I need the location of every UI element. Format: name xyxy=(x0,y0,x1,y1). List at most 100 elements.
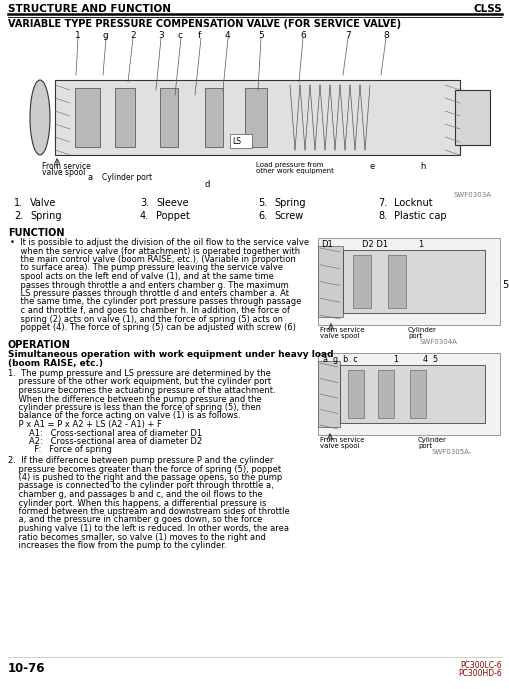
Text: STRUCTURE AND FUNCTION: STRUCTURE AND FUNCTION xyxy=(8,4,171,14)
Text: When the difference between the pump pressure and the: When the difference between the pump pre… xyxy=(8,395,261,404)
Text: A1:   Cross-sectional area of diameter D1: A1: Cross-sectional area of diameter D1 xyxy=(8,429,202,438)
Text: Spring: Spring xyxy=(30,211,62,221)
Text: valve spool: valve spool xyxy=(319,443,359,449)
Text: PC300LC-6: PC300LC-6 xyxy=(460,661,501,670)
Text: Cylinder: Cylinder xyxy=(417,437,446,443)
Text: 3.: 3. xyxy=(140,198,149,208)
Text: 10-76: 10-76 xyxy=(8,662,45,675)
Text: SWF0304A: SWF0304A xyxy=(419,339,457,345)
Bar xyxy=(230,134,251,148)
Text: c and throttle f, and goes to chamber h. In addition, the force of: c and throttle f, and goes to chamber h.… xyxy=(10,306,290,315)
Bar xyxy=(55,80,459,155)
Text: f: f xyxy=(197,31,201,40)
Text: valve spool: valve spool xyxy=(319,333,359,339)
Text: Sleeve: Sleeve xyxy=(156,198,188,208)
Text: SWF0303A: SWF0303A xyxy=(453,192,491,198)
Bar xyxy=(160,88,178,147)
Bar xyxy=(409,370,425,418)
Text: P x A1 = P x A2 + LS (A2 - A1) + F: P x A1 = P x A2 + LS (A2 - A1) + F xyxy=(8,420,161,429)
Text: passes through throttle a and enters chamber g. The maximum: passes through throttle a and enters cha… xyxy=(10,280,288,289)
Text: the same time, the cylinder port pressure passes through passage: the same time, the cylinder port pressur… xyxy=(10,298,301,307)
Bar xyxy=(454,90,489,145)
Text: cylinder port. When this happens, a differential pressure is: cylinder port. When this happens, a diff… xyxy=(8,499,266,508)
Text: formed between the upstream and downstream sides of throttle: formed between the upstream and downstre… xyxy=(8,507,289,516)
Text: g: g xyxy=(103,31,108,40)
Text: spring (2) acts on valve (1), and the force of spring (5) acts on: spring (2) acts on valve (1), and the fo… xyxy=(10,314,282,324)
Text: Simultaneous operation with work equipment under heavy load: Simultaneous operation with work equipme… xyxy=(8,350,333,359)
Text: LS pressure passes through throttle d and enters chamber a. At: LS pressure passes through throttle d an… xyxy=(10,289,289,298)
Text: d: d xyxy=(205,180,210,189)
Text: 1.  The pump pressure and LS pressure are determined by the: 1. The pump pressure and LS pressure are… xyxy=(8,369,270,378)
Text: balance of the force acting on valve (1) is as follows.: balance of the force acting on valve (1)… xyxy=(8,411,240,420)
Text: a, and the pressure in chamber g goes down, so the force: a, and the pressure in chamber g goes do… xyxy=(8,515,262,524)
Text: other work equipment: other work equipment xyxy=(256,168,333,174)
Text: pressure becomes greater than the force of spring (5), poppet: pressure becomes greater than the force … xyxy=(8,464,280,473)
Text: •  It is possible to adjust the division of the oil flow to the service valve: • It is possible to adjust the division … xyxy=(10,238,308,247)
Bar xyxy=(343,250,484,313)
Text: From service: From service xyxy=(319,437,364,443)
Text: 3: 3 xyxy=(158,31,163,40)
Text: Valve: Valve xyxy=(30,198,56,208)
Bar xyxy=(318,353,499,435)
Text: From service: From service xyxy=(319,327,364,333)
Text: D2 D1: D2 D1 xyxy=(361,240,387,249)
Text: 8: 8 xyxy=(382,31,388,40)
Text: Plastic cap: Plastic cap xyxy=(393,211,446,221)
Text: valve spool: valve spool xyxy=(42,168,85,177)
Text: 5: 5 xyxy=(501,280,507,290)
Text: LS: LS xyxy=(232,137,241,146)
Bar xyxy=(244,88,267,147)
Text: 7.: 7. xyxy=(377,198,386,208)
Text: 4  5: 4 5 xyxy=(422,355,437,364)
Text: ratio becomes smaller, so valve (1) moves to the right and: ratio becomes smaller, so valve (1) move… xyxy=(8,533,265,542)
Text: 1.: 1. xyxy=(14,198,23,208)
Text: cylinder pressure is less than the force of spring (5), then: cylinder pressure is less than the force… xyxy=(8,403,261,412)
Text: 6: 6 xyxy=(299,31,305,40)
Text: Spring: Spring xyxy=(273,198,305,208)
Text: Load pressure from: Load pressure from xyxy=(256,162,323,168)
Text: PC300HD-6: PC300HD-6 xyxy=(458,669,501,678)
Text: the main control valve (boom RAISE, etc.). (Variable in proportion: the main control valve (boom RAISE, etc.… xyxy=(10,255,295,264)
Ellipse shape xyxy=(30,80,50,155)
Text: pressure becomes the actuating pressure of the attachment.: pressure becomes the actuating pressure … xyxy=(8,386,275,395)
Text: 4: 4 xyxy=(224,31,230,40)
Text: Poppet: Poppet xyxy=(156,211,189,221)
Bar xyxy=(352,255,370,308)
Text: Locknut: Locknut xyxy=(393,198,432,208)
Text: 2: 2 xyxy=(130,31,135,40)
Text: 5.: 5. xyxy=(258,198,267,208)
Text: SWF0305A-: SWF0305A- xyxy=(431,449,471,455)
Text: 8.: 8. xyxy=(377,211,386,221)
Text: 6.: 6. xyxy=(258,211,267,221)
Text: 1: 1 xyxy=(417,240,422,249)
Text: F:   Force of spring: F: Force of spring xyxy=(8,446,111,455)
Bar xyxy=(377,370,393,418)
Text: e: e xyxy=(369,162,375,171)
Text: spool acts on the left end of valve (1), and at the same time: spool acts on the left end of valve (1),… xyxy=(10,272,273,281)
Text: 2.: 2. xyxy=(14,211,23,221)
Text: 4.: 4. xyxy=(140,211,149,221)
Bar xyxy=(115,88,135,147)
Text: c: c xyxy=(178,31,183,40)
Bar xyxy=(318,238,499,325)
Text: 5: 5 xyxy=(258,31,263,40)
Text: a  g  b  c: a g b c xyxy=(322,355,357,364)
Text: pressure of the other work equipment, but the cylinder port: pressure of the other work equipment, bu… xyxy=(8,378,271,387)
Text: when the service valve (for attachment) is operated together with: when the service valve (for attachment) … xyxy=(10,247,299,256)
Text: passage is connected to the cylinder port through throttle a,: passage is connected to the cylinder por… xyxy=(8,482,273,491)
Text: h: h xyxy=(419,162,425,171)
Text: CLSS: CLSS xyxy=(472,4,501,14)
Text: pushing valve (1) to the left is reduced. In other words, the area: pushing valve (1) to the left is reduced… xyxy=(8,524,289,533)
Bar xyxy=(318,361,340,427)
Bar xyxy=(75,88,100,147)
Text: chamber g, and passages b and c, and the oil flows to the: chamber g, and passages b and c, and the… xyxy=(8,490,262,499)
Bar xyxy=(387,255,405,308)
Text: 2.  If the difference between pump pressure P and the cylinder: 2. If the difference between pump pressu… xyxy=(8,456,273,465)
Text: Screw: Screw xyxy=(273,211,303,221)
Text: (boom RAISE, etc.): (boom RAISE, etc.) xyxy=(8,359,103,368)
Text: port: port xyxy=(407,333,421,339)
Bar xyxy=(205,88,222,147)
Text: 1: 1 xyxy=(392,355,397,364)
Bar xyxy=(340,365,484,423)
Text: poppet (4). The force of spring (5) can be adjusted with screw (6): poppet (4). The force of spring (5) can … xyxy=(10,323,295,332)
